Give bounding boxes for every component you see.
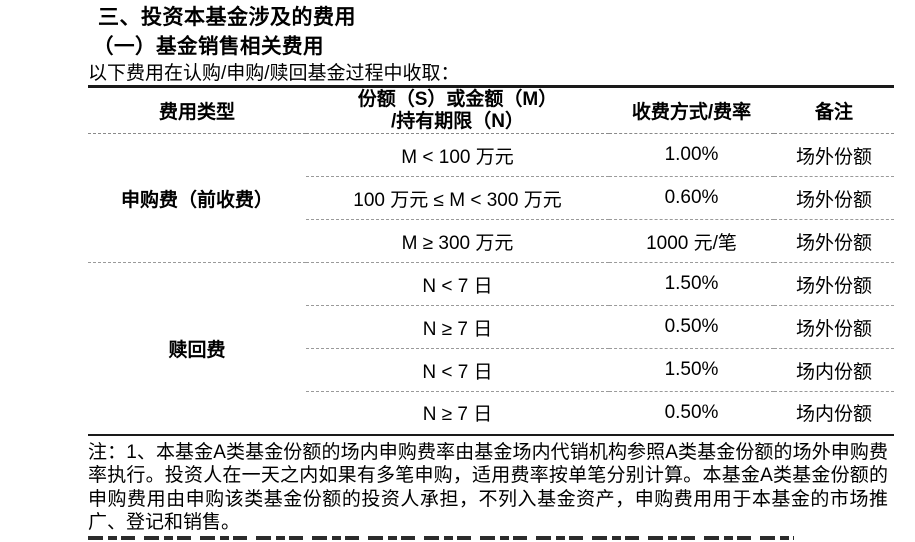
table-row: 100 万元 ≤ M < 300 万元 0.60% 场外份额 [88, 176, 894, 220]
condition-cell: M ≥ 300 万元 [306, 219, 609, 263]
fee-type-cell-redemption: 赎回费 [168, 339, 226, 361]
rate-cell: 1.50% [609, 348, 774, 392]
remark-cell: 场外份额 [774, 133, 894, 177]
rate-cell: 1.00% [609, 133, 774, 177]
header-amount-line1: 份额（S）或金额（M） [357, 88, 558, 110]
header-remark: 备注 [774, 86, 894, 134]
table-header-row: 费用类型 份额（S）或金额（M） /持有期限（N） 收费方式/费率 备注 [88, 86, 894, 134]
remark-cell: 场外份额 [774, 219, 894, 263]
section-title: 三、投资本基金涉及的费用 [98, 6, 356, 29]
rate-cell: 0.50% [664, 401, 719, 423]
condition-cell: N < 7 日 [306, 262, 609, 306]
header-amount-term: 份额（S）或金额（M） /持有期限（N） [306, 86, 609, 134]
rate-cell: 0.60% [609, 176, 774, 220]
header-amount-line2: /持有期限（N） [390, 110, 524, 132]
table-row: M ≥ 300 万元 1000 元/笔 场外份额 [88, 219, 894, 263]
header-fee-type: 费用类型 [88, 86, 306, 134]
table-row: 赎回费 N < 7 日 1.50% 场外份额 [88, 262, 894, 361]
subsection-title: （一）基金销售相关费用 [93, 35, 324, 58]
remark-cell: 场外份额 [774, 305, 894, 349]
note-text: 注：1、本基金A类基金份额的场内申购费率由基金场内代销机构参照A类基金份额的场外… [88, 441, 888, 534]
remark-cell: 场内份额 [795, 404, 872, 426]
rate-cell: 1000 元/笔 [609, 219, 774, 263]
remark-cell: 场外份额 [774, 176, 894, 220]
fee-table: 费用类型 份额（S）或金额（M） /持有期限（N） 收费方式/费率 备注 申购费… [88, 85, 894, 436]
table-row: N ≥ 7 日 0.50% 场外份额 [88, 305, 894, 349]
intro-text: 以下费用在认购/申购/赎回基金过程中收取： [88, 63, 460, 84]
table-row: 申购费（前收费） M < 100 万元 1.00% 场外份额 [88, 133, 894, 263]
condition-cell: 100 万元 ≤ M < 300 万元 [306, 176, 609, 220]
header-rate: 收费方式/费率 [609, 86, 774, 134]
table-row: N < 7 日 1.50% 场内份额 [88, 348, 894, 392]
cutoff-next-text-line [88, 535, 794, 540]
condition-cell: N < 7 日 [306, 348, 609, 392]
remark-cell: 场外份额 [774, 262, 894, 306]
rate-cell: 0.50% [609, 305, 774, 349]
condition-cell: N ≥ 7 日 [422, 404, 493, 426]
table-row: N ≥ 7 日 0.50% 场内份额 [88, 392, 894, 435]
condition-cell: M < 100 万元 [306, 133, 609, 177]
remark-cell: 场内份额 [774, 348, 894, 392]
fee-type-cell-subscription: 申购费（前收费） [88, 133, 306, 263]
condition-cell: N ≥ 7 日 [306, 305, 609, 349]
rate-cell: 1.50% [609, 262, 774, 306]
